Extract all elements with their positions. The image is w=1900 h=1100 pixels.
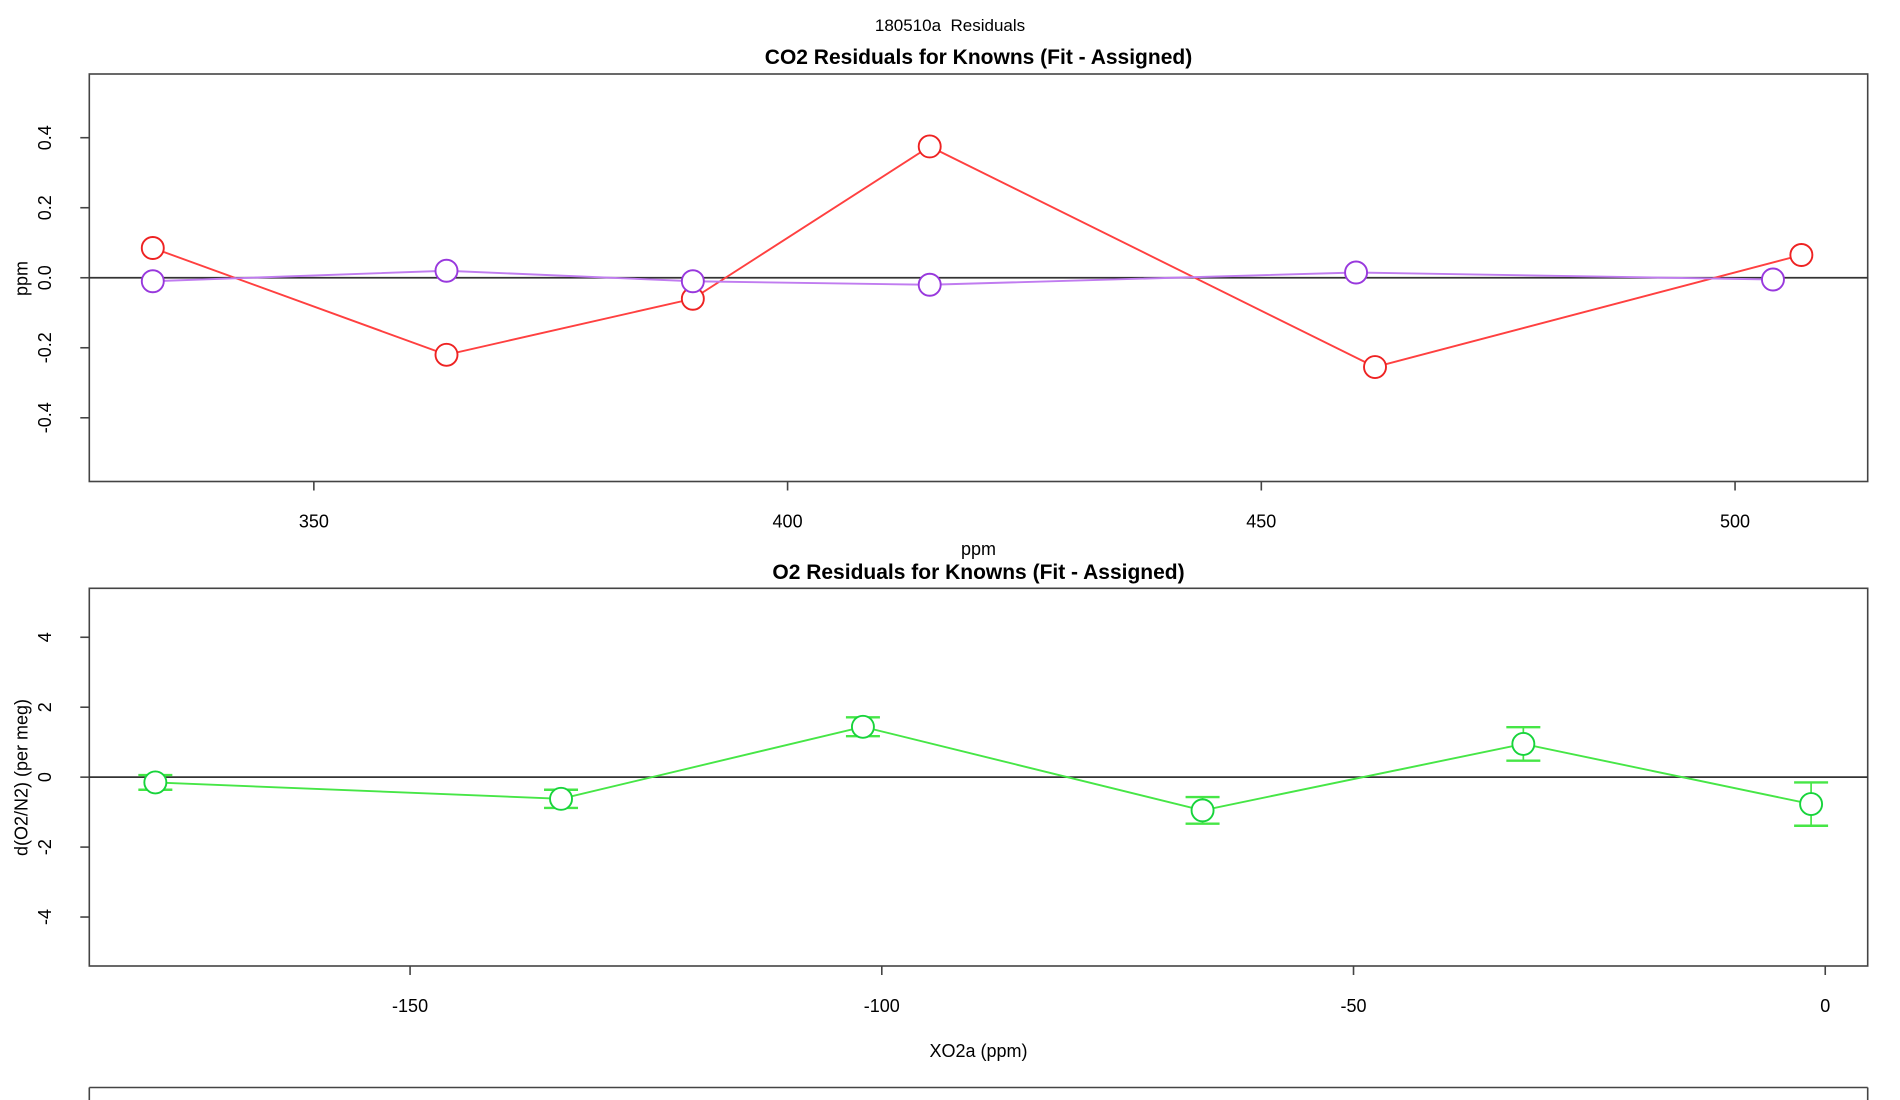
- x-tick-label: 0: [1820, 996, 1830, 1016]
- panel-0: 350 400 450 500 -0.4 -0.2 0.0 0.2 0.4: [35, 73, 1869, 532]
- y-tick-label: -0.2: [35, 332, 55, 363]
- o2-x-axis-label: XO2a (ppm): [929, 1041, 1028, 1061]
- x-tick-label: 350: [299, 512, 329, 532]
- x-tick-label: 500: [1720, 512, 1750, 532]
- y-tick-label: 4: [35, 632, 55, 642]
- o2-residual-green-marker: [1511, 731, 1536, 756]
- o2-residual-green-marker: [850, 714, 875, 739]
- co2-residual-purple-marker: [1761, 267, 1785, 292]
- o2-residual-green-line: [155, 725, 1812, 812]
- x-tick-label: 450: [1246, 512, 1276, 532]
- co2-residual-purple-marker: [680, 269, 705, 294]
- y-tick-label: 0.0: [35, 265, 55, 290]
- co2-residual-red-marker: [1789, 243, 1814, 267]
- figure-title: 180510a Residuals: [874, 16, 1026, 35]
- panel-1: -150 -100 -50 0 -4 -2 0 2 4: [35, 587, 1869, 1016]
- x-tick-label: 400: [773, 512, 803, 532]
- co2-residual-red-line: [152, 145, 1802, 369]
- o2-residual-green-marker: [1799, 792, 1824, 817]
- co2-residual-purple-marker: [140, 269, 165, 294]
- co2-residual-red-marker: [434, 342, 459, 367]
- co2-residual-red-marker: [140, 236, 165, 260]
- o2-chart-title: O2 Residuals for Knowns (Fit - Assigned): [772, 561, 1185, 584]
- x-tick-label: -150: [392, 996, 428, 1016]
- y-tick-label: 0: [35, 772, 55, 782]
- co2-x-axis-label: ppm: [960, 539, 996, 559]
- y-tick-label: -2: [35, 839, 55, 855]
- co2-residual-red-marker: [917, 134, 942, 159]
- x-tick-label: -50: [1341, 996, 1367, 1016]
- o2-residual-green-marker: [143, 770, 168, 795]
- y-tick-label: 0.4: [35, 125, 55, 150]
- co2-chart-title: CO2 Residuals for Knowns (Fit - Assigned…: [764, 46, 1193, 69]
- y-tick-label: 2: [35, 702, 55, 712]
- co2-residual-red-marker: [1363, 355, 1387, 379]
- co2-residual-purple-marker: [1344, 260, 1369, 285]
- x-tick-label: -100: [864, 996, 900, 1016]
- co2-y-axis-label: ppm: [11, 261, 32, 297]
- y-tick-label: 0.2: [35, 195, 55, 220]
- co2-residual-purple-marker: [434, 258, 459, 283]
- o2-residual-green-marker: [1190, 798, 1215, 823]
- y-tick-label: -0.4: [35, 402, 55, 433]
- co2-residual-purple-marker: [917, 272, 942, 297]
- co2-residual-purple-line: [152, 269, 1773, 286]
- o2-y-axis-label: d(O2/N2) (per meg): [11, 698, 32, 857]
- o2-residual-green-marker: [549, 786, 573, 811]
- y-tick-label: -4: [35, 909, 55, 925]
